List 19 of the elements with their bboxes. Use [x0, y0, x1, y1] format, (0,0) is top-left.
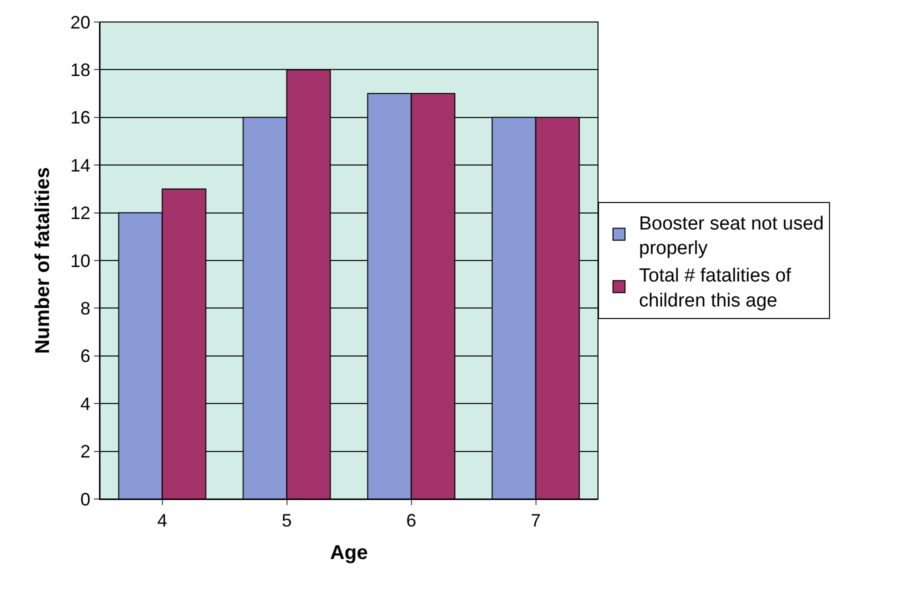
- x-tick-label: 7: [530, 510, 541, 531]
- x-tick-label: 6: [406, 510, 416, 531]
- legend-label: Booster seat not used properly: [639, 213, 824, 259]
- y-tick-label: 10: [70, 250, 90, 271]
- y-tick-label: 16: [70, 108, 90, 128]
- y-tick-label: 14: [70, 155, 90, 176]
- x-tick-label: 4: [157, 510, 168, 531]
- y-tick-label: 20: [70, 12, 90, 32]
- y-tick-label: 4: [80, 394, 90, 414]
- y-tick-label: 6: [80, 346, 90, 366]
- y-tick-label: 2: [80, 442, 90, 462]
- y-tick-label: 18: [70, 60, 90, 80]
- y-axis-title: Number of fatalities: [32, 167, 54, 354]
- x-tick-label: 5: [282, 510, 292, 531]
- legend-label: Total # fatalities of children this age: [639, 266, 792, 312]
- y-tick-label: 12: [70, 203, 90, 224]
- y-tick-label: 8: [80, 298, 90, 318]
- x-axis-title: Age: [330, 542, 368, 564]
- y-tick-label: 0: [80, 489, 90, 510]
